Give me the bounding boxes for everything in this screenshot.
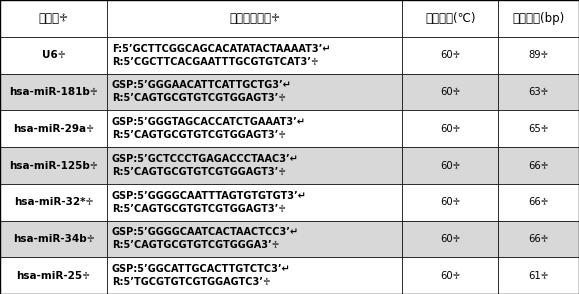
Text: U6♱: U6♱ bbox=[42, 50, 65, 60]
Text: 65♱: 65♱ bbox=[528, 123, 549, 134]
Text: hsa-miR-29a♱: hsa-miR-29a♱ bbox=[13, 123, 94, 134]
Bar bbox=[107, 184, 402, 220]
Bar bbox=[107, 147, 402, 184]
Text: 66♱: 66♱ bbox=[528, 160, 549, 171]
Text: GSP:5’GGCATTGCACTTGTCTC3’↵
R:5’TGCGTGTCGTGGAGTC3’♱: GSP:5’GGCATTGCACTTGTCTC3’↵ R:5’TGCGTGTCG… bbox=[112, 264, 291, 287]
Text: 产物长度(bp): 产物长度(bp) bbox=[512, 12, 565, 25]
Text: 66♱: 66♱ bbox=[528, 197, 549, 207]
Bar bbox=[402, 74, 498, 110]
Bar bbox=[402, 0, 498, 37]
Text: 63♱: 63♱ bbox=[529, 87, 548, 97]
Text: 60♱: 60♱ bbox=[440, 197, 460, 207]
Text: hsa-miR-25♱: hsa-miR-25♱ bbox=[16, 270, 91, 281]
Bar bbox=[0, 257, 107, 294]
Bar bbox=[498, 147, 579, 184]
Bar bbox=[0, 74, 107, 110]
Text: hsa-miR-181b♱: hsa-miR-181b♱ bbox=[9, 87, 98, 97]
Text: GSP:5’GCTCCCTGAGACCCTAAC3’↵
R:5’CAGTGCGTGTCGTGGAGT3’♱: GSP:5’GCTCCCTGAGACCCTAAC3’↵ R:5’CAGTGCGT… bbox=[112, 154, 299, 177]
Bar bbox=[402, 184, 498, 220]
Bar bbox=[107, 0, 402, 37]
Text: 61♱: 61♱ bbox=[528, 270, 549, 281]
Text: 60♱: 60♱ bbox=[440, 87, 460, 97]
Text: 退火温度(℃): 退火温度(℃) bbox=[425, 12, 475, 25]
Text: GSP:5’GGGGCAATTTAGTGTGTGT3’↵
R:5’CAGTGCGTGTCGTGGAGT3’♱: GSP:5’GGGGCAATTTAGTGTGTGT3’↵ R:5’CAGTGCG… bbox=[112, 191, 307, 213]
Bar bbox=[498, 74, 579, 110]
Bar bbox=[0, 184, 107, 220]
Bar bbox=[498, 220, 579, 257]
Bar bbox=[0, 220, 107, 257]
Bar bbox=[402, 257, 498, 294]
Bar bbox=[498, 37, 579, 74]
Text: 89♱: 89♱ bbox=[529, 50, 548, 60]
Text: hsa-miR-125b♱: hsa-miR-125b♱ bbox=[9, 160, 98, 171]
Bar bbox=[107, 37, 402, 74]
Bar bbox=[498, 110, 579, 147]
Text: GSP:5’GGGAACATTCATTGCTG3’↵
R:5’CAGTGCGTGTCGTGGAGT3’♱: GSP:5’GGGAACATTCATTGCTG3’↵ R:5’CAGTGCGTG… bbox=[112, 81, 292, 103]
Bar bbox=[402, 147, 498, 184]
Bar bbox=[107, 110, 402, 147]
Bar bbox=[498, 184, 579, 220]
Text: 基因名♱: 基因名♱ bbox=[39, 12, 68, 25]
Bar bbox=[0, 0, 107, 37]
Text: hsa-miR-32*♱: hsa-miR-32*♱ bbox=[14, 197, 93, 207]
Text: 60♱: 60♱ bbox=[440, 50, 460, 60]
Text: 66♱: 66♱ bbox=[528, 234, 549, 244]
Bar bbox=[107, 74, 402, 110]
Text: 60♱: 60♱ bbox=[440, 123, 460, 134]
Bar bbox=[107, 257, 402, 294]
Bar bbox=[402, 37, 498, 74]
Text: 双向引物序列♱: 双向引物序列♱ bbox=[229, 12, 280, 25]
Text: hsa-miR-34b♱: hsa-miR-34b♱ bbox=[13, 234, 94, 244]
Bar bbox=[498, 257, 579, 294]
Text: 60♱: 60♱ bbox=[440, 160, 460, 171]
Text: GSP:5’GGGGCAATCACTAACTCC3’↵
R:5’CAGTGCGTGTCGTGGGA3’♱: GSP:5’GGGGCAATCACTAACTCC3’↵ R:5’CAGTGCGT… bbox=[112, 228, 299, 250]
Bar bbox=[107, 220, 402, 257]
Bar bbox=[0, 147, 107, 184]
Text: GSP:5’GGGTAGCACCATCTGAAAT3’↵
R:5’CAGTGCGTGTCGTGGAGT3’♱: GSP:5’GGGTAGCACCATCTGAAAT3’↵ R:5’CAGTGCG… bbox=[112, 117, 306, 140]
Bar bbox=[498, 0, 579, 37]
Bar bbox=[0, 110, 107, 147]
Bar bbox=[402, 110, 498, 147]
Bar bbox=[0, 37, 107, 74]
Text: F:5’GCTTCGGCAGCACATATACTAAAAT3’↵
R:5’CGCTTCACGAATTTGCGTGTCAT3’♱: F:5’GCTTCGGCAGCACATATACTAAAAT3’↵ R:5’CGC… bbox=[112, 44, 330, 66]
Text: 60♱: 60♱ bbox=[440, 270, 460, 281]
Text: 60♱: 60♱ bbox=[440, 234, 460, 244]
Bar bbox=[402, 220, 498, 257]
